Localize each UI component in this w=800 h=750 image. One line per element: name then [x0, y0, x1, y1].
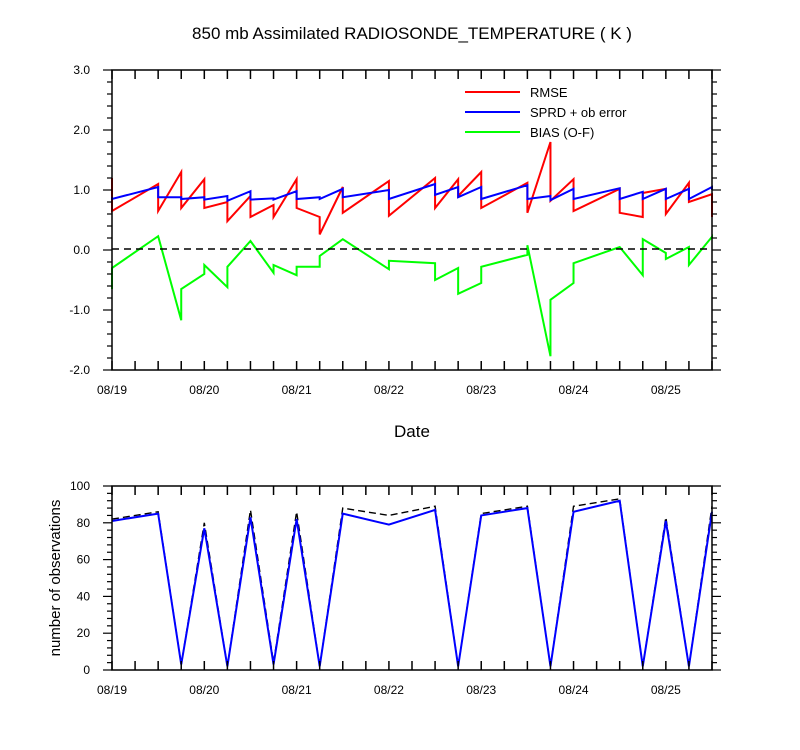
top-x-tick-label: 08/21: [282, 383, 312, 397]
bottom-y-tick-label: 60: [77, 553, 91, 567]
bottom-series-assimilated: [111, 499, 713, 667]
legend-label-sprd: SPRD + ob error: [530, 105, 627, 120]
top-series-sprd-ob-error: [111, 182, 713, 203]
bottom-axis-frame: [111, 485, 713, 671]
bottom-x-tick-label: 08/24: [559, 683, 589, 697]
top-axis-frame: [111, 69, 713, 371]
bottom-x-tick-label: 08/20: [189, 683, 219, 697]
bottom-x-tick-label: 08/22: [374, 683, 404, 697]
top-x-tick-label: 08/20: [189, 383, 219, 397]
bottom-x-tick-label: 08/23: [466, 683, 496, 697]
top-y-tick-label: 3.0: [73, 63, 90, 77]
bottom-y-tick-label: 100: [70, 479, 90, 493]
top-y-tick-label: 0.0: [73, 243, 90, 257]
top-x-tick-label: 08/22: [374, 383, 404, 397]
top-series-group: [111, 141, 713, 357]
top-y-tick-label: 1.0: [73, 183, 90, 197]
top-y-tick-label: 2.0: [73, 123, 90, 137]
bottom-y-tick-label: 0: [83, 663, 90, 677]
bottom-axis-ticks: 08/19 08/20 08/21 08/22 08/23 08/24 08/25 0 20 40…: [70, 479, 721, 697]
chart-title: 850 mb Assimilated RADIOSONDE_TEMPERATUR…: [192, 24, 632, 43]
x-axis-label: Date: [394, 422, 430, 441]
top-x-tick-label: 08/19: [97, 383, 127, 397]
bottom-y-tick-label: 40: [77, 589, 91, 603]
top-series-rmse: [111, 141, 713, 235]
bottom-chart: 08/19 08/20 08/21 08/22 08/23 08/24 08/25 0 20 40…: [47, 479, 721, 697]
top-chart: 08/19 08/20 08/21 08/22 08/23 08/24 08/25 -2.0 -…: [69, 63, 721, 441]
y-axis-label: number of observations: [47, 500, 64, 657]
top-series-bias-o-f: [111, 233, 713, 357]
top-y-tick-label: -2.0: [69, 363, 90, 377]
legend: RMSE SPRD + ob error BIAS (O-F): [465, 85, 627, 140]
bottom-x-tick-label: 08/19: [97, 683, 127, 697]
bottom-y-tick-label: 20: [77, 626, 91, 640]
top-axis-ticks: 08/19 08/20 08/21 08/22 08/23 08/24 08/25 -2.0 -…: [69, 63, 721, 397]
legend-label-bias: BIAS (O-F): [530, 125, 594, 140]
legend-label-rmse: RMSE: [530, 85, 568, 100]
top-x-tick-label: 08/23: [466, 383, 496, 397]
top-x-tick-label: 08/24: [559, 383, 589, 397]
bottom-x-tick-label: 08/25: [651, 683, 681, 697]
bottom-y-tick-label: 80: [77, 516, 91, 530]
top-x-tick-label: 08/25: [651, 383, 681, 397]
bottom-x-tick-label: 08/21: [282, 683, 312, 697]
bottom-series-group: [111, 498, 713, 667]
top-y-tick-label: -1.0: [69, 303, 90, 317]
